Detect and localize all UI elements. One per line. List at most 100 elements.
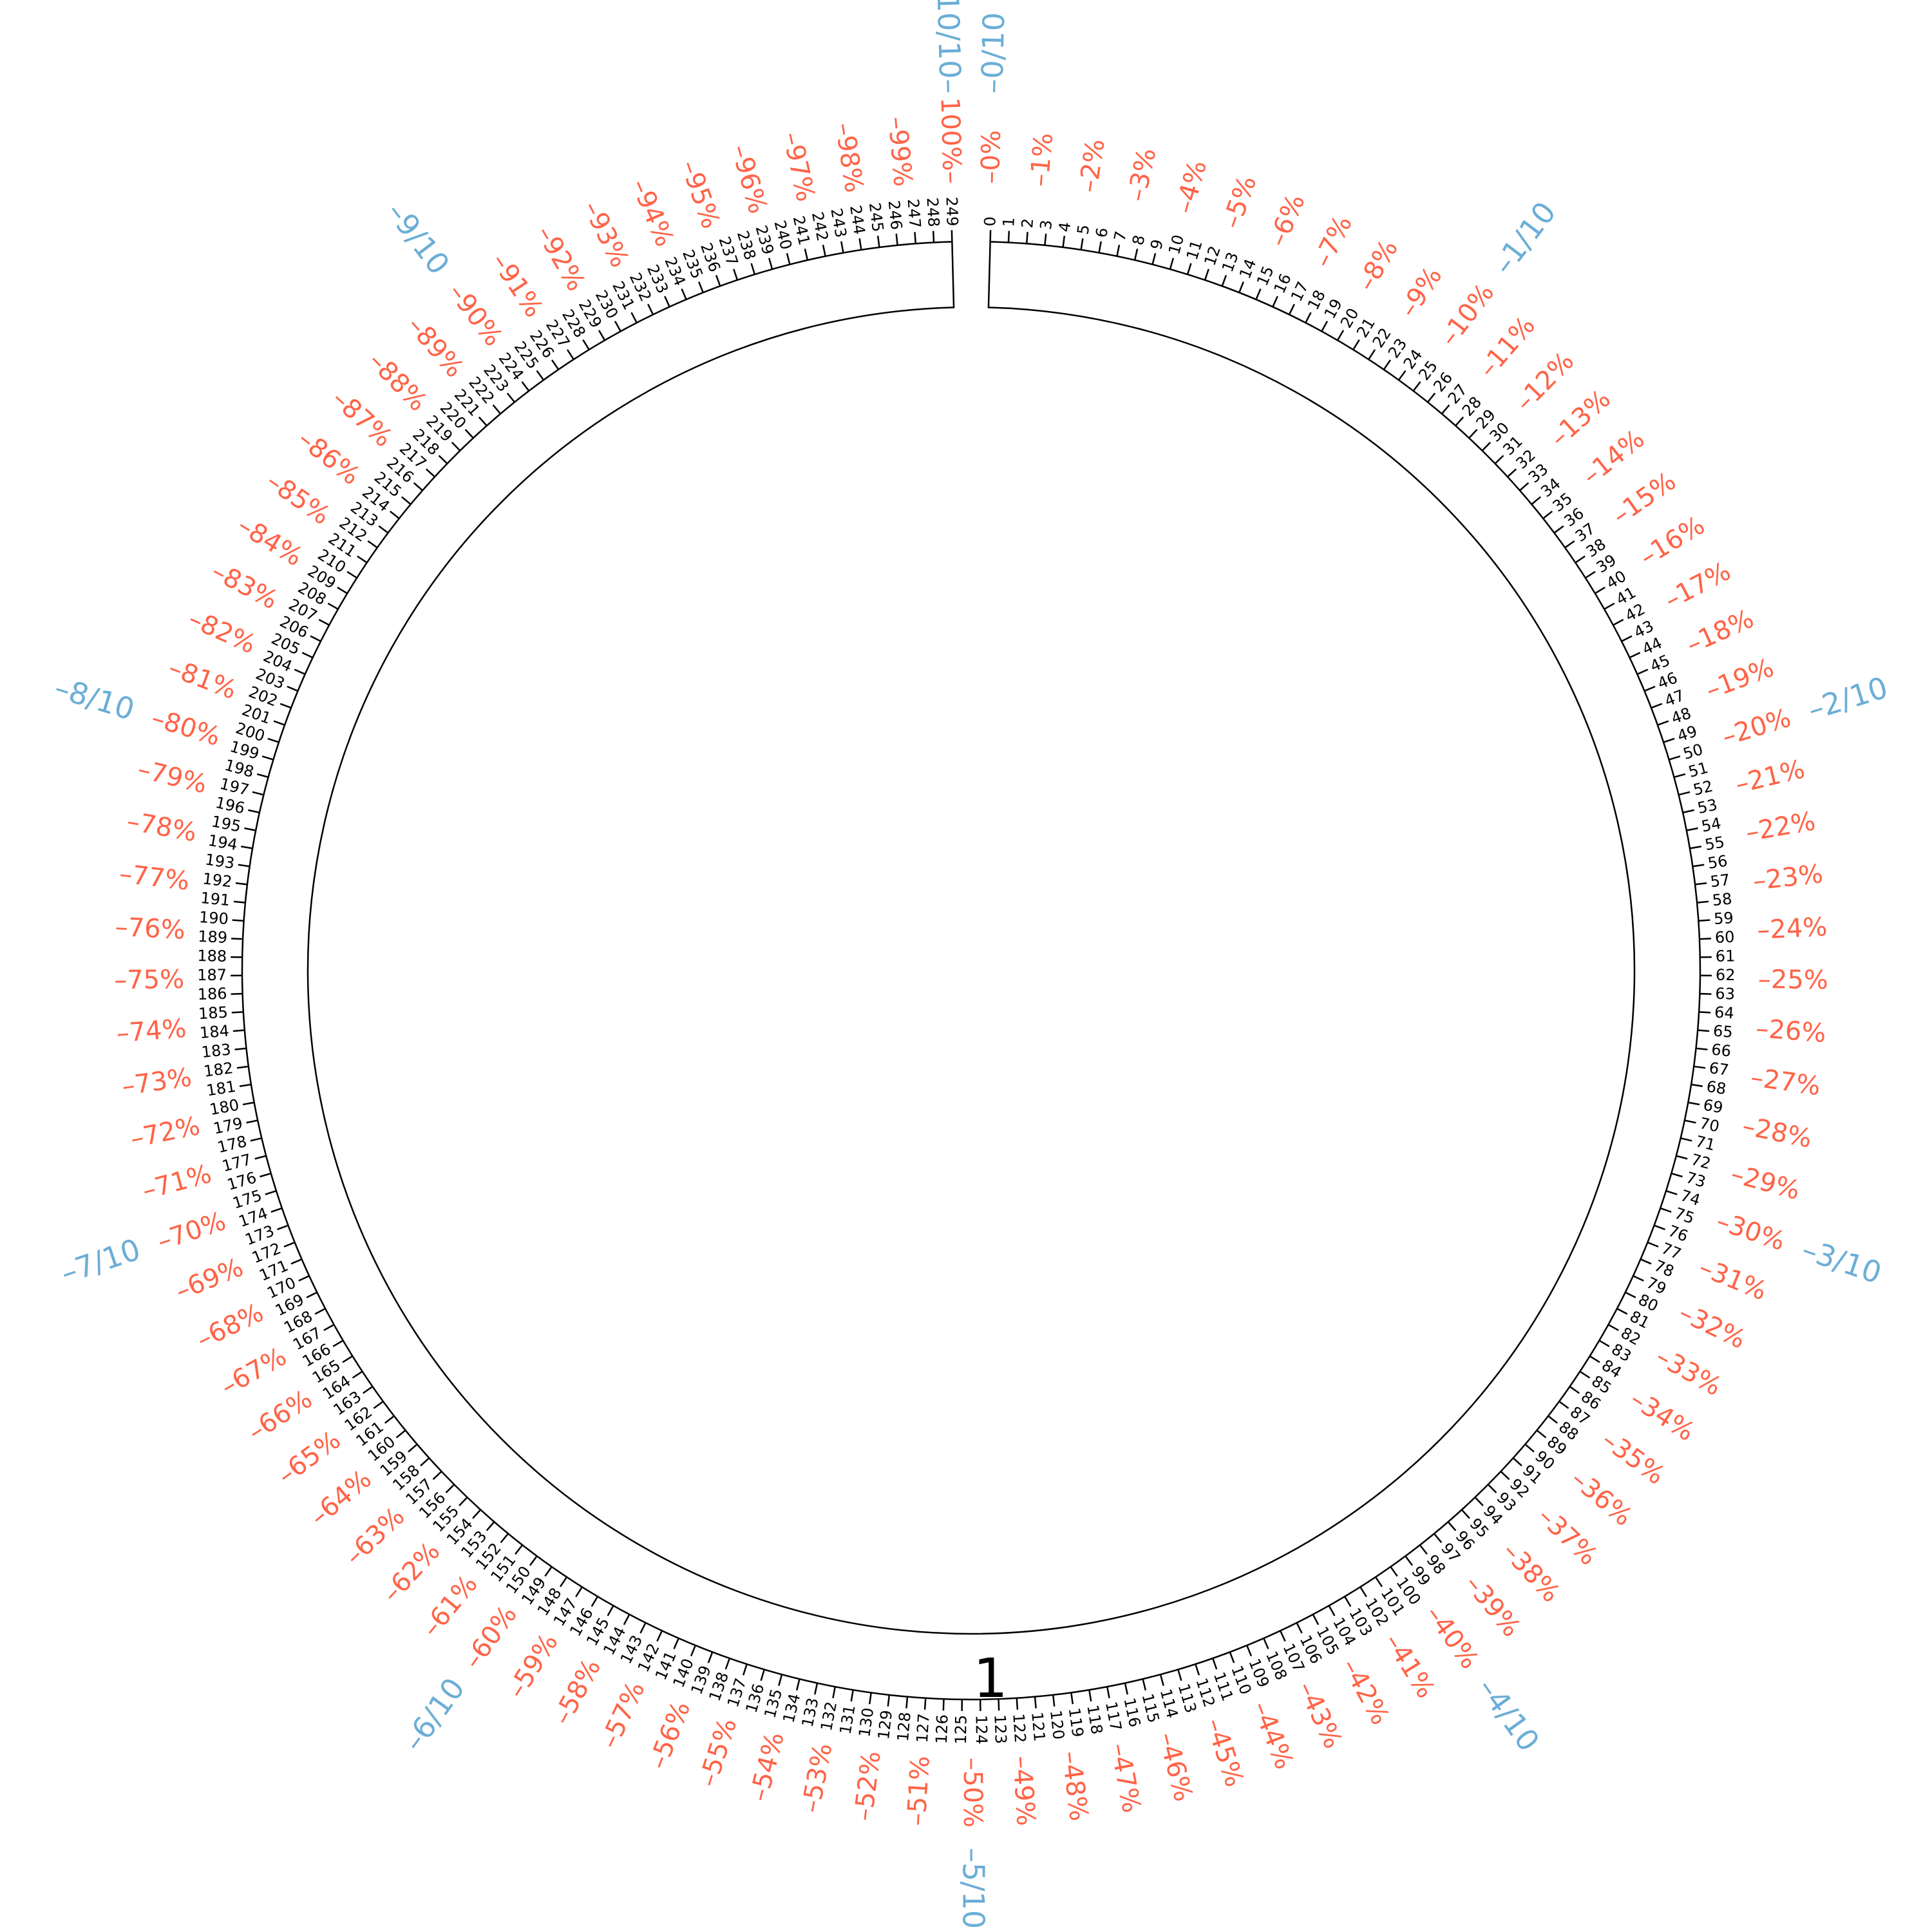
position-tick bbox=[314, 1307, 326, 1315]
position-label: 119 bbox=[1065, 1707, 1087, 1738]
position-tick bbox=[346, 571, 357, 579]
position-label: 7 bbox=[1110, 229, 1130, 243]
position-tick bbox=[1698, 919, 1710, 922]
position-label: 69 bbox=[1702, 1095, 1725, 1117]
position-tick bbox=[362, 1386, 374, 1394]
position-tick bbox=[607, 1605, 614, 1616]
position-tick bbox=[1604, 602, 1615, 610]
position-tick bbox=[1699, 938, 1711, 940]
position-label: 55 bbox=[1703, 833, 1726, 854]
position-tick bbox=[1660, 1207, 1672, 1213]
percent-label: –26% bbox=[1755, 1014, 1827, 1048]
position-tick bbox=[254, 1155, 267, 1160]
position-label: 0 bbox=[981, 216, 999, 227]
fraction-label: 10/10– bbox=[931, 0, 968, 94]
position-tick bbox=[639, 1622, 647, 1634]
position-label: 54 bbox=[1700, 814, 1723, 835]
position-tick bbox=[1519, 482, 1530, 491]
position-label: 68 bbox=[1705, 1077, 1728, 1098]
position-tick bbox=[1671, 1172, 1683, 1178]
position-tick bbox=[681, 288, 687, 300]
position-tick bbox=[1625, 1291, 1636, 1298]
percent-label: –1% bbox=[1025, 131, 1059, 187]
position-tick bbox=[529, 1555, 538, 1566]
position-tick bbox=[1159, 1674, 1164, 1686]
position-label: 245 bbox=[866, 202, 887, 233]
position-tick bbox=[1474, 1497, 1484, 1506]
position-tick bbox=[1142, 1678, 1147, 1690]
position-tick bbox=[1151, 252, 1157, 265]
position-tick bbox=[342, 1355, 353, 1363]
position-tick bbox=[1245, 1645, 1253, 1657]
position-tick bbox=[1669, 755, 1681, 761]
position-tick bbox=[1080, 238, 1084, 251]
position-label: 9 bbox=[1147, 238, 1167, 252]
position-tick bbox=[1062, 235, 1066, 248]
position-tick bbox=[270, 1207, 283, 1213]
position-tick bbox=[1272, 296, 1278, 307]
position-tick bbox=[1034, 1696, 1037, 1709]
position-tick bbox=[408, 1443, 418, 1453]
position-tick bbox=[234, 1047, 247, 1050]
position-tick bbox=[536, 370, 545, 381]
position-label: 8 bbox=[1129, 233, 1149, 247]
percent-label: –24% bbox=[1756, 913, 1828, 945]
position-tick bbox=[1312, 1614, 1320, 1625]
position-tick bbox=[464, 429, 474, 439]
position-tick bbox=[814, 1683, 819, 1695]
position-tick bbox=[239, 1083, 252, 1088]
position-label: 123 bbox=[990, 1714, 1010, 1745]
position-label: 56 bbox=[1707, 852, 1728, 873]
position-tick bbox=[1321, 321, 1329, 332]
position-tick bbox=[832, 1686, 837, 1699]
position-tick bbox=[478, 416, 488, 426]
position-tick bbox=[724, 1658, 731, 1670]
position-tick bbox=[486, 1521, 495, 1531]
position-label: 191 bbox=[200, 889, 231, 909]
position-label: 190 bbox=[198, 908, 229, 928]
position-tick bbox=[1585, 571, 1596, 579]
position-tick bbox=[337, 587, 348, 594]
position-label: 185 bbox=[198, 1003, 228, 1023]
position-label: 249 bbox=[943, 196, 961, 227]
position-tick bbox=[506, 392, 516, 403]
position-label: 6 bbox=[1092, 226, 1112, 239]
position-tick bbox=[420, 1457, 430, 1466]
position-tick bbox=[232, 1029, 245, 1032]
position-tick bbox=[318, 618, 330, 626]
position-tick bbox=[1343, 1596, 1352, 1607]
position-tick bbox=[858, 238, 862, 251]
position-tick bbox=[1221, 274, 1227, 287]
position-tick bbox=[1352, 339, 1360, 350]
position-label: 63 bbox=[1715, 985, 1735, 1003]
position-tick bbox=[1374, 1577, 1383, 1587]
position-tick bbox=[690, 1645, 697, 1657]
position-tick bbox=[384, 1415, 395, 1424]
position-tick bbox=[432, 1470, 442, 1481]
position-tick bbox=[1368, 349, 1376, 360]
position-tick bbox=[327, 602, 339, 610]
position-tick bbox=[1621, 635, 1633, 642]
position-label: 60 bbox=[1714, 928, 1735, 947]
position-tick bbox=[868, 1692, 872, 1705]
position-tick bbox=[1305, 312, 1312, 323]
position-tick bbox=[1016, 1698, 1019, 1710]
position-label: 53 bbox=[1696, 795, 1719, 817]
position-tick bbox=[1433, 1533, 1443, 1544]
position-tick bbox=[283, 1242, 296, 1248]
position-tick bbox=[664, 296, 670, 307]
position-tick bbox=[425, 468, 435, 478]
position-tick bbox=[1531, 496, 1541, 506]
position-tick bbox=[472, 1509, 482, 1519]
position-tick bbox=[1441, 404, 1450, 415]
position-tick bbox=[1690, 1083, 1703, 1088]
position-tick bbox=[1405, 1555, 1414, 1566]
percent-label: –76% bbox=[115, 913, 186, 945]
position-label: 59 bbox=[1713, 909, 1734, 928]
position-tick bbox=[1426, 392, 1436, 403]
position-tick bbox=[1461, 1509, 1470, 1519]
position-tick bbox=[822, 244, 826, 257]
position-label: 4 bbox=[1056, 221, 1075, 233]
position-tick bbox=[760, 1669, 765, 1681]
position-tick bbox=[1657, 720, 1669, 726]
